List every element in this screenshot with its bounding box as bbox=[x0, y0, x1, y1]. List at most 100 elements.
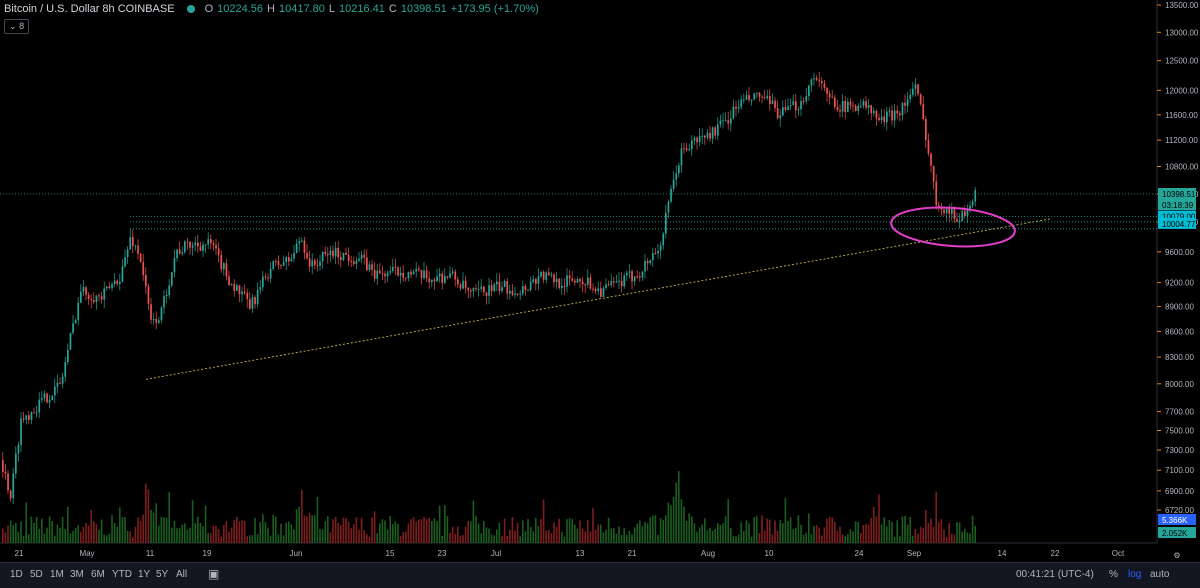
volume-bar bbox=[444, 505, 446, 543]
time-tick-label: Oct bbox=[1112, 549, 1125, 558]
price-tick-label: 10800.00 bbox=[1165, 163, 1199, 172]
volume-bar bbox=[306, 516, 308, 543]
volume-bar bbox=[607, 517, 610, 543]
volume-bar bbox=[849, 529, 852, 543]
volume-bar bbox=[958, 522, 961, 543]
volume-bar bbox=[631, 534, 633, 543]
volume-bar bbox=[581, 528, 584, 543]
volume-bar bbox=[93, 521, 95, 543]
volume-bar bbox=[503, 518, 506, 543]
range-all[interactable]: All bbox=[176, 569, 188, 580]
candle-body bbox=[415, 268, 418, 272]
volume-bar bbox=[896, 520, 898, 543]
candle-body bbox=[571, 278, 574, 281]
volume-bar bbox=[272, 514, 274, 543]
candle-body bbox=[17, 444, 20, 454]
candle-body bbox=[730, 118, 732, 124]
level-b-label-bg bbox=[1158, 217, 1196, 229]
volume-bar bbox=[158, 525, 160, 543]
range-5y[interactable]: 5Y bbox=[156, 569, 169, 580]
volume-bar bbox=[620, 535, 623, 543]
volume-bar bbox=[789, 517, 792, 543]
range-5d[interactable]: 5D bbox=[30, 569, 43, 580]
volume-bar bbox=[95, 524, 98, 543]
candle-body bbox=[111, 284, 113, 289]
volume-bar bbox=[576, 528, 579, 543]
range-ytd[interactable]: YTD bbox=[112, 569, 132, 580]
volume-bar bbox=[594, 530, 597, 543]
settings-gear-icon[interactable]: ⚙ bbox=[1173, 551, 1180, 560]
calendar-icon[interactable]: ▣ bbox=[208, 567, 220, 581]
volume-bar bbox=[282, 535, 285, 543]
volume-bar bbox=[381, 519, 384, 543]
symbol-title[interactable]: Bitcoin / U.S. Dollar 8h COINBASE bbox=[4, 3, 175, 15]
candle-body bbox=[444, 276, 446, 283]
candle-body bbox=[932, 165, 935, 182]
candle-body bbox=[860, 105, 862, 107]
candle-body bbox=[964, 211, 966, 217]
volume-bar bbox=[293, 529, 295, 543]
candle-body bbox=[137, 245, 139, 254]
candle-body bbox=[155, 318, 158, 323]
candle-body bbox=[329, 250, 332, 256]
volume-bar bbox=[87, 525, 90, 543]
volume-bar bbox=[72, 530, 74, 543]
volume-bar bbox=[358, 529, 360, 543]
volume-bar bbox=[766, 518, 768, 543]
candle-body bbox=[459, 284, 462, 289]
candle-body bbox=[116, 280, 119, 284]
candle-body bbox=[951, 209, 953, 214]
range-1y[interactable]: 1Y bbox=[138, 569, 151, 580]
candle-body bbox=[802, 101, 805, 102]
volume-bar bbox=[758, 533, 761, 543]
volume-bar bbox=[860, 533, 862, 543]
volume-bar bbox=[932, 526, 935, 543]
candle-body bbox=[87, 294, 90, 299]
volume-bar bbox=[425, 518, 428, 543]
range-1m[interactable]: 1M bbox=[50, 569, 64, 580]
range-1d[interactable]: 1D bbox=[10, 569, 23, 580]
candle-body bbox=[119, 281, 121, 284]
volume-bar bbox=[563, 536, 566, 543]
candle-body bbox=[314, 260, 316, 265]
candle-body bbox=[906, 99, 909, 106]
volume-bar bbox=[207, 532, 209, 543]
candle-body bbox=[212, 243, 215, 245]
candle-body bbox=[709, 132, 711, 139]
volume-bar bbox=[342, 517, 345, 543]
candle-body bbox=[288, 257, 290, 262]
range-6m[interactable]: 6M bbox=[91, 569, 105, 580]
volume-bar bbox=[878, 494, 880, 543]
time-tick-label: 23 bbox=[438, 549, 447, 558]
candle-body bbox=[483, 286, 485, 293]
annotation-ellipse[interactable] bbox=[890, 204, 1016, 251]
volume-bar bbox=[288, 521, 290, 543]
volume-bar bbox=[805, 532, 807, 543]
trendline[interactable] bbox=[145, 218, 1053, 380]
volume-bar bbox=[446, 516, 449, 543]
volume-bar bbox=[745, 520, 748, 543]
volume-bar bbox=[295, 509, 298, 543]
volume-bar bbox=[277, 534, 280, 543]
auto-scale-toggle[interactable]: auto bbox=[1150, 569, 1170, 580]
candle-body bbox=[160, 307, 163, 321]
price-tick-label: 6900.00 bbox=[1165, 487, 1194, 496]
indicator-toggle[interactable]: ⌄ 8 bbox=[4, 19, 30, 34]
candle-body bbox=[392, 266, 394, 271]
volume-bar bbox=[332, 519, 334, 543]
candle-body bbox=[597, 288, 600, 292]
log-scale-toggle[interactable]: log bbox=[1128, 569, 1142, 580]
candle-body bbox=[620, 280, 623, 287]
candle-body bbox=[277, 261, 280, 266]
volume-bar bbox=[41, 518, 43, 543]
volume-bar bbox=[412, 517, 415, 543]
volume-bar bbox=[103, 534, 105, 543]
candle-body bbox=[584, 284, 587, 286]
candle-body bbox=[943, 209, 945, 214]
price-tick-label: 9600.00 bbox=[1165, 248, 1194, 257]
candle-body bbox=[259, 287, 262, 290]
range-3m[interactable]: 3M bbox=[70, 569, 84, 580]
volume-bar bbox=[220, 536, 222, 543]
percent-scale-toggle[interactable]: % bbox=[1109, 569, 1118, 580]
